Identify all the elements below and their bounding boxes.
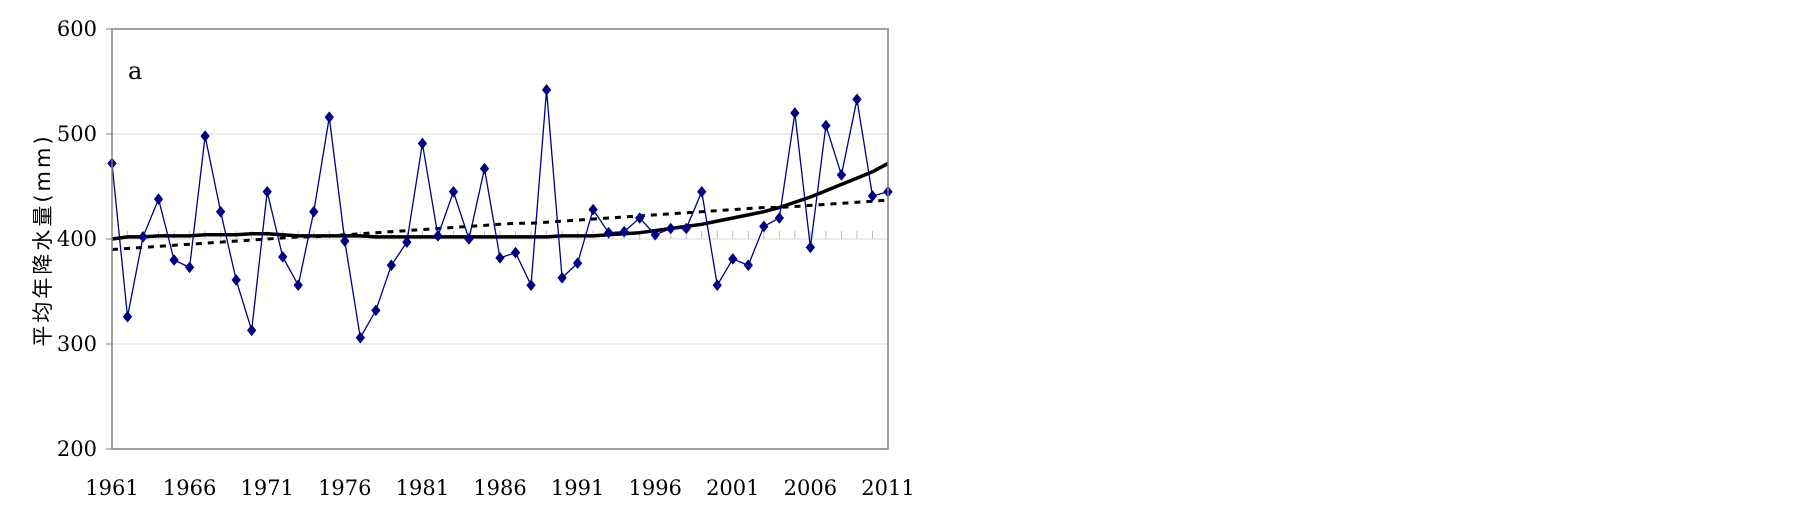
data-point-1965 (169, 254, 179, 266)
data-point-1997 (665, 222, 676, 235)
data-point-1968 (215, 205, 226, 218)
x-tick-label: 1981 (396, 476, 449, 500)
y-tick-label: 300 (57, 332, 97, 356)
data-point-2004 (774, 212, 785, 224)
data-point-1987 (510, 246, 521, 259)
y-tick-label: 400 (57, 227, 97, 251)
data-point-2003 (759, 220, 769, 233)
data-point-1985 (479, 162, 490, 175)
data-point-1967 (200, 130, 210, 143)
data-point-1981 (417, 137, 428, 150)
data-point-1984 (464, 233, 474, 245)
y-tick-label: 600 (57, 17, 97, 41)
series-trend-line (111, 198, 889, 251)
x-tick-label: 1966 (163, 476, 216, 500)
data-point-1969 (231, 274, 241, 286)
data-point-1974 (309, 205, 319, 218)
data-point-1983 (448, 185, 459, 198)
data-point-1962 (122, 310, 133, 323)
data-point-1966 (184, 261, 195, 274)
data-point-2001 (728, 253, 738, 265)
series-smooth-line (111, 161, 889, 241)
data-point-1980 (402, 236, 412, 249)
plot-frame (111, 28, 889, 450)
data-point-2005 (790, 107, 800, 119)
x-tick-label: 1971 (240, 476, 293, 500)
y-tick-label: 200 (57, 437, 97, 461)
y-axis-label: 平均年降水量(mm) (31, 133, 55, 346)
data-point-1973 (293, 279, 303, 292)
x-tick-label: 1961 (85, 476, 138, 500)
data-point-1988 (526, 279, 536, 292)
series-layer (107, 83, 893, 344)
data-point-1975 (324, 111, 335, 124)
data-point-2002 (743, 259, 754, 272)
data-point-1972 (277, 250, 288, 263)
data-point-1982 (433, 229, 443, 242)
data-point-2008 (836, 169, 847, 181)
data-point-1963 (138, 230, 148, 243)
x-tick-label: 2006 (784, 476, 837, 500)
x-tick-label: 2011 (861, 476, 914, 500)
x-tick-label: 1996 (628, 476, 681, 500)
data-point-1999 (697, 185, 707, 198)
data-point-1991 (572, 257, 583, 270)
panel-label: a (128, 57, 142, 85)
y-tick-labels: 200 300 400 500 600 (57, 17, 97, 461)
data-point-1990 (557, 271, 567, 284)
data-point-2007 (821, 119, 831, 132)
data-point-1976 (340, 235, 350, 248)
data-point-2006 (805, 241, 816, 254)
data-point-1989 (541, 83, 552, 96)
data-point-1986 (495, 251, 505, 264)
data-point-1964 (153, 193, 164, 206)
data-point-1979 (386, 259, 397, 272)
data-point-1977 (355, 331, 366, 344)
data-point-2000 (712, 279, 723, 292)
x-tick-label: 2001 (706, 476, 759, 500)
data-point-1978 (371, 304, 381, 317)
y-tick-label: 500 (57, 122, 97, 146)
data-point-1970 (246, 324, 257, 337)
x-tick-label: 1986 (473, 476, 526, 500)
data-point-2010 (867, 190, 878, 202)
series-observed-line (111, 89, 889, 340)
x-tick-labels: 1961 1966 1971 1976 1981 1986 1991 1996 2001 2006… (85, 476, 914, 500)
data-point-1995 (634, 212, 645, 224)
data-point-1971 (262, 185, 272, 198)
data-point-1998 (681, 222, 691, 235)
data-point-1994 (619, 225, 629, 238)
data-point-1993 (603, 226, 614, 239)
data-point-2009 (852, 93, 862, 106)
data-point-1996 (650, 228, 660, 241)
data-point-1992 (588, 203, 598, 216)
x-tick-label: 1991 (551, 476, 604, 500)
x-tick-label: 1976 (318, 476, 371, 500)
